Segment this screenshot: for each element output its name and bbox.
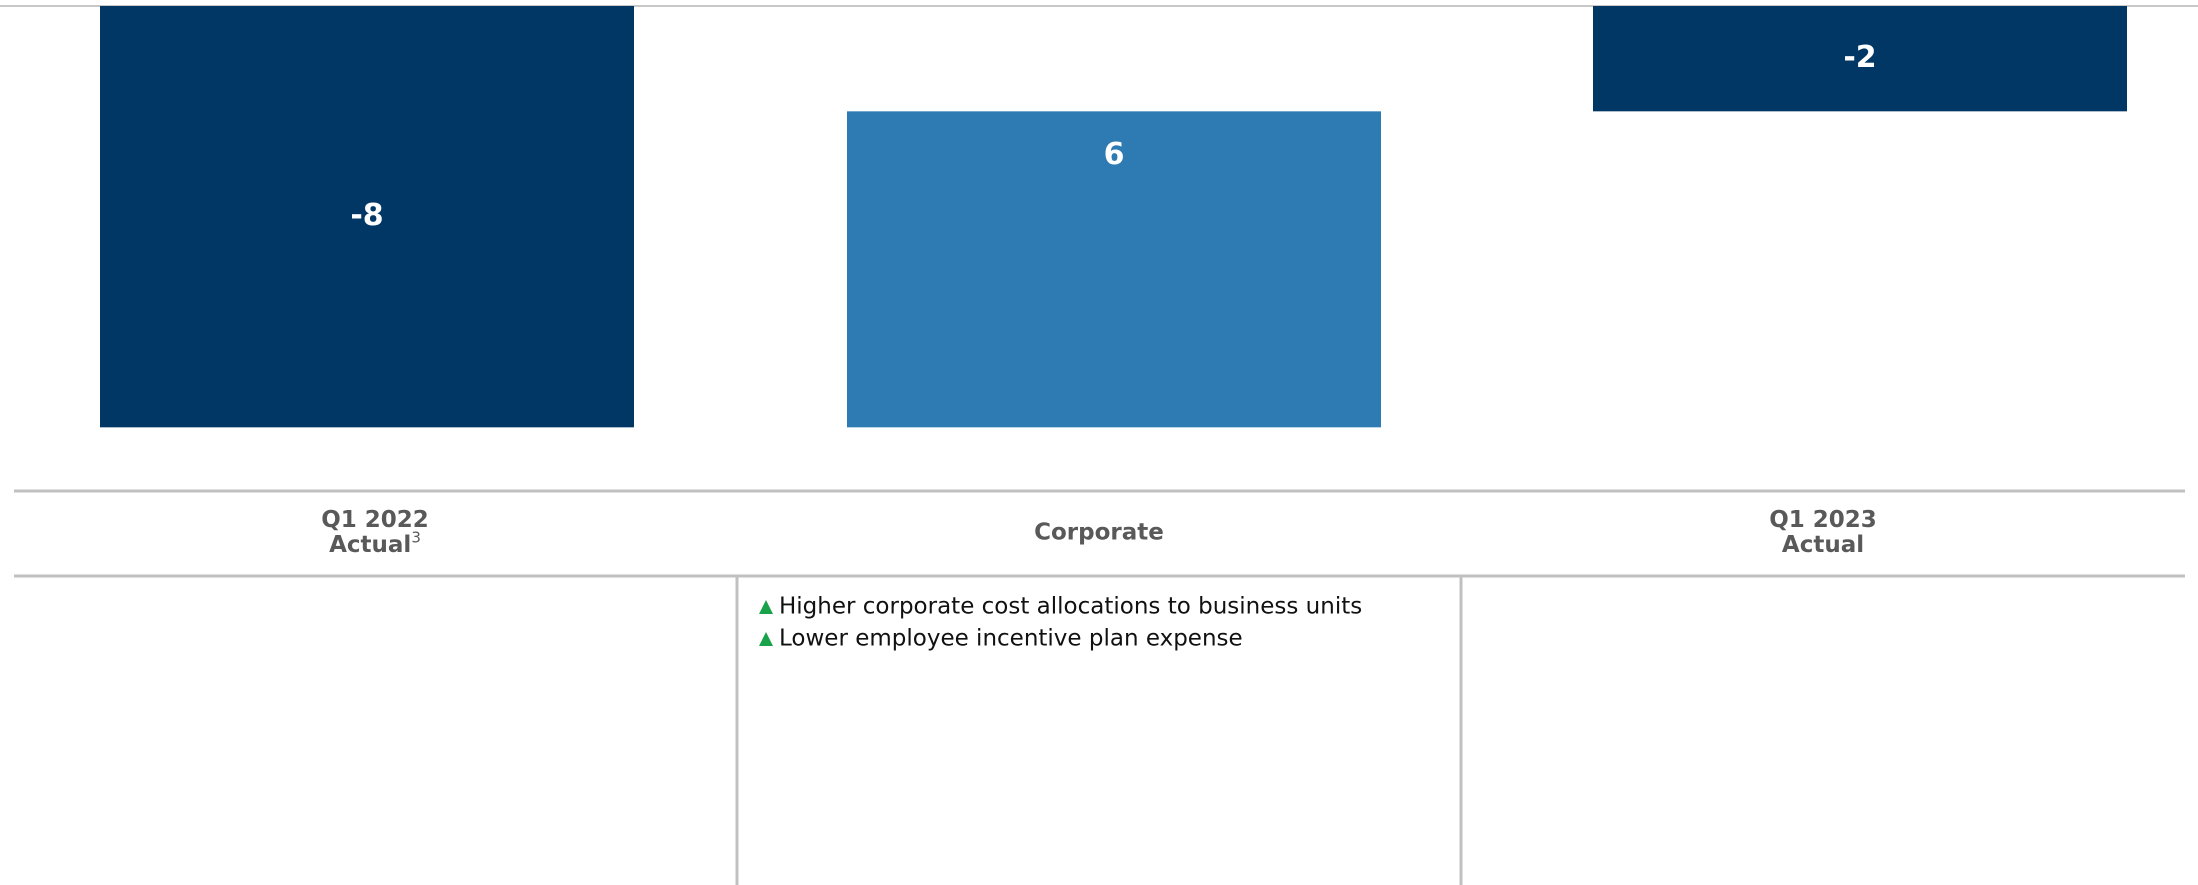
value-label: -8 bbox=[350, 198, 383, 233]
category-label: Q1 2023 bbox=[1769, 507, 1877, 533]
category-label: Q1 2022 bbox=[321, 507, 429, 533]
up-triangle bbox=[759, 632, 773, 646]
bar bbox=[847, 111, 1381, 428]
comment: Lower employee incentive plan expense bbox=[779, 626, 1243, 652]
category-label: Corporate bbox=[1034, 520, 1164, 546]
footnote-marker: 3 bbox=[411, 528, 421, 546]
value-label: 6 bbox=[1104, 137, 1125, 172]
comment: Higher corporate cost allocations to bus… bbox=[779, 594, 1362, 620]
category-label: Actual3 bbox=[329, 528, 421, 558]
bar bbox=[1593, 6, 2127, 112]
up-triangle bbox=[759, 600, 773, 614]
category-label: Actual bbox=[1782, 532, 1864, 558]
value-label: -2 bbox=[1843, 40, 1876, 75]
bar bbox=[100, 6, 634, 428]
